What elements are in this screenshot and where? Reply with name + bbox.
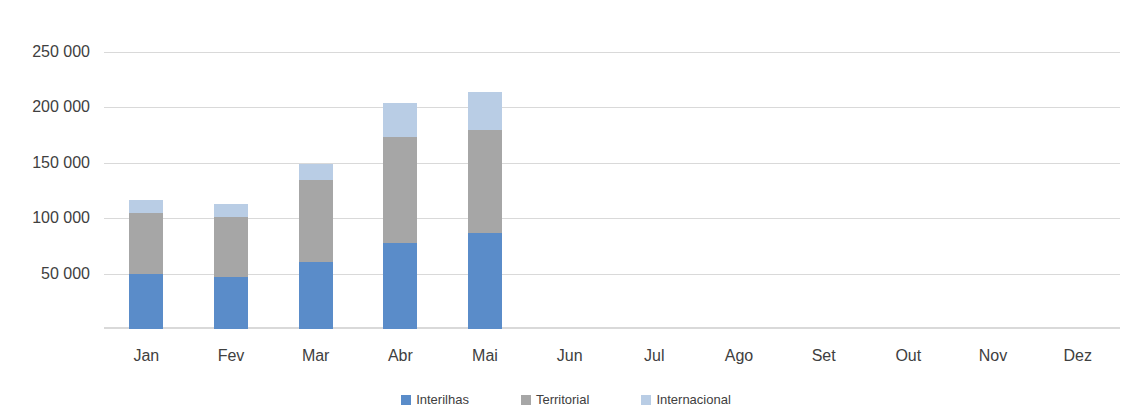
legend-item-territorial: Territorial [521,393,589,407]
legend-swatch-internacional [641,395,651,405]
x-axis-label-jan: Jan [104,346,189,366]
bar-segment-interilhas-mai [468,233,502,329]
y-axis-tick-label: 50 000 [0,265,90,283]
bar-segment-interilhas-mar [299,262,333,329]
plot-area [104,52,1120,329]
bar-segment-interilhas-jan [129,274,163,329]
legend-swatch-interilhas [401,395,411,405]
bar-segment-territorial-fev [214,217,248,277]
bar-segment-interilhas-abr [383,243,417,329]
gridline-200000 [104,107,1120,108]
y-axis-tick-label: 250 000 [0,43,90,61]
y-axis-tick-label: 100 000 [0,209,90,227]
bar-segment-territorial-jan [129,213,163,274]
bar-segment-internacional-abr [383,103,417,137]
legend-label-interilhas: Interilhas [416,393,469,407]
legend-item-internacional: Internacional [641,393,730,407]
x-axis-label-jun: Jun [527,346,612,366]
gridline-250000 [104,52,1120,53]
x-axis-label-set: Set [781,346,866,366]
bar-segment-internacional-mai [468,92,502,130]
legend-swatch-territorial [521,395,531,405]
legend: Interilhas Territorial Internacional [0,393,1132,407]
x-axis-label-abr: Abr [358,346,443,366]
legend-item-interilhas: Interilhas [401,393,469,407]
bar-segment-territorial-abr [383,137,417,243]
bar-segment-internacional-mar [299,164,333,180]
legend-label-territorial: Territorial [536,393,589,407]
x-axis-label-ago: Ago [697,346,782,366]
y-axis-tick-label: 150 000 [0,154,90,172]
y-axis-tick-label: 200 000 [0,98,90,116]
x-axis-label-dez: Dez [1035,346,1120,366]
gridline-150000 [104,163,1120,164]
gridline-50000 [104,274,1120,275]
bar-segment-territorial-mai [468,130,502,234]
stacked-bar-chart: 50 000 100 000 150 000 200 000 250 000 JanFe… [0,0,1132,418]
gridline-100000 [104,218,1120,219]
x-axis-label-nov: Nov [951,346,1036,366]
legend-label-internacional: Internacional [656,393,730,407]
x-axis-label-mai: Mai [443,346,528,366]
bar-segment-interilhas-fev [214,277,248,329]
bar-segment-internacional-jan [129,200,163,213]
x-axis-label-jul: Jul [612,346,697,366]
bar-segment-territorial-mar [299,180,333,262]
x-axis-label-out: Out [866,346,951,366]
x-axis-label-fev: Fev [189,346,274,366]
bar-segment-internacional-fev [214,204,248,217]
x-axis-label-mar: Mar [273,346,358,366]
